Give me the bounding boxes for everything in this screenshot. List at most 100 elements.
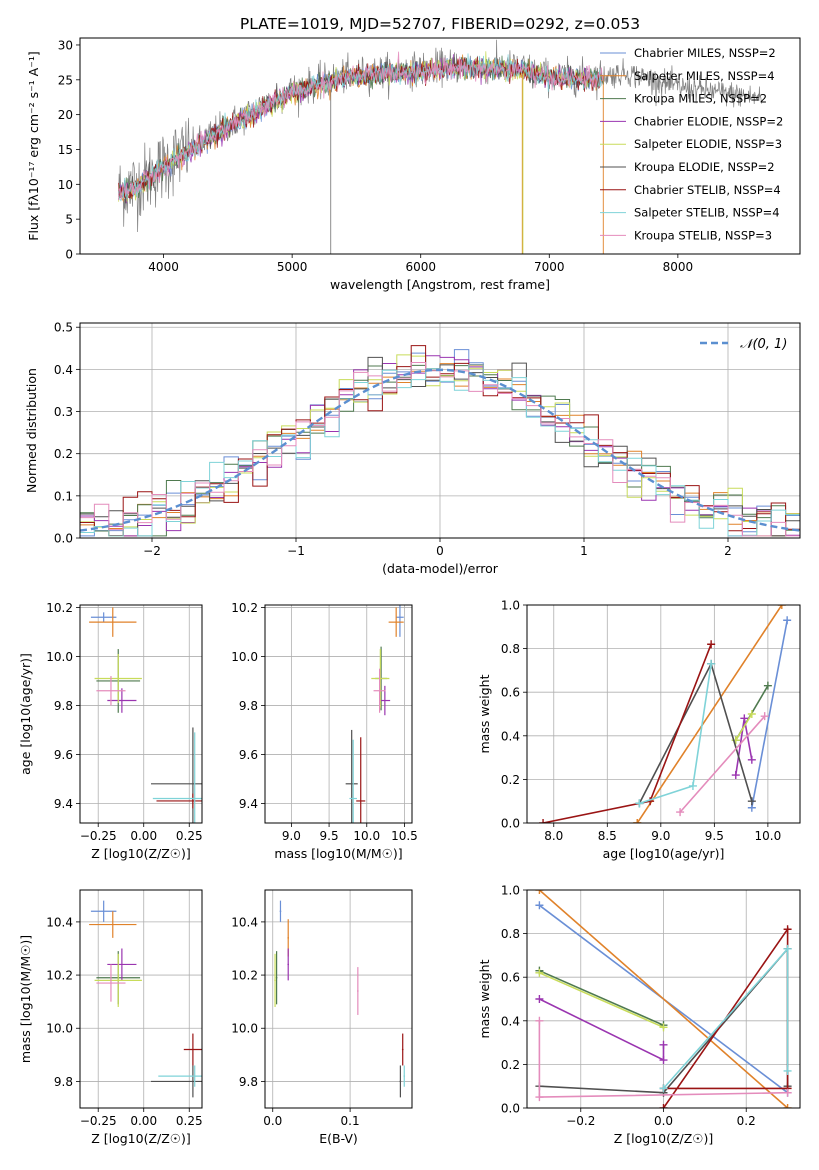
legend-entry: 𝒩(0, 1)	[740, 337, 787, 352]
errorbar-point-9	[96, 676, 126, 706]
weight-marker	[783, 1104, 792, 1108]
weight-marker	[659, 1056, 668, 1065]
y-tick-label: 9.8	[239, 699, 258, 713]
errorbar-point-4	[287, 948, 289, 981]
legend: Chabrier MILES, NSSP=2 Salpeter MILES, NS…	[600, 46, 783, 242]
axes-frame: −0.2 0.0 0.2 0.0 0.2 0.4 0.6 0.8 1.0 Z [log10(Z/Z…	[477, 884, 801, 1146]
x-tick-label: 5000	[277, 260, 308, 274]
y-tick-label: 0.0	[54, 532, 73, 546]
axes-border	[526, 604, 801, 824]
figure-title: PLATE=1019, MJD=52707, FIBERID=0292, z=0…	[240, 15, 640, 33]
legend-entry: Kroupa MILES, NSSP=2	[634, 92, 767, 106]
y-tick-label: 0.5	[54, 321, 73, 335]
x-tick-label: −0.2	[566, 1114, 595, 1128]
axes-frame: −0.25 0.00 0.25 9.8 10.0 10.2 10.4 Z [log10(Z/Z…	[18, 889, 203, 1146]
axes-frame: −2 −1 0 1 2 0.0 0.1 0.2 0.3 0.4 0.5 (data-model)/er…	[24, 321, 801, 576]
errorbar-point-1	[90, 900, 117, 922]
x-tick-label: 0	[436, 544, 444, 558]
weight-marker	[777, 605, 786, 609]
panel-spectrum: 4000 5000 6000 7000 8000 0 5 10 15 20 25 30 waveleng…	[26, 37, 801, 292]
weight-series-7	[542, 643, 712, 823]
legend-entry: Kroupa ELODIE, NSSP=2	[634, 160, 775, 174]
y-tick-label: 10	[58, 178, 73, 192]
weight-marker	[740, 714, 749, 723]
errorbar-point-2	[89, 607, 137, 637]
weight-marker	[688, 781, 697, 790]
legend-entry: Salpeter STELIB, NSSP=4	[634, 206, 780, 220]
axes-frame: 8.0 8.5 9.0 9.5 10.0 0.0 0.2 0.4 0.6 0.8 1.0 age [l…	[477, 599, 801, 861]
errorbar-point-3	[275, 951, 278, 1005]
weight-marker	[783, 616, 792, 625]
y-tick-label: 10.0	[46, 650, 73, 664]
x-tick-label: 9.0	[282, 829, 301, 843]
y-tick-label: 9.8	[239, 1075, 258, 1089]
weight-marker	[535, 995, 544, 1003]
y-tick-label: 0.8	[501, 927, 520, 941]
y-axis-label: Flux [fλ10⁻¹⁷ erg cm⁻² s⁻¹ A⁻¹]	[26, 51, 41, 240]
y-tick-label: 9.6	[239, 748, 258, 762]
x-tick-label: −2	[143, 544, 161, 558]
weight-series-5	[735, 713, 753, 741]
errorbar-point-9	[96, 964, 126, 1002]
legend-entry: Salpeter ELODIE, NSSP=3	[634, 137, 782, 151]
weight-series-8	[662, 946, 789, 1089]
axes-frame: 4000 5000 6000 7000 8000 0 5 10 15 20 25 30 waveleng…	[26, 37, 801, 292]
grid	[265, 605, 412, 823]
axes-border	[264, 604, 413, 824]
panel-age-vs-mass: 9.0 9.5 10.0 10.5 9.4 9.6 9.8 10.0 10.2 mass [log…	[231, 601, 418, 861]
y-tick-label: 0.4	[501, 729, 520, 743]
gaussian-curve	[80, 368, 800, 532]
y-tick-label: 9.8	[54, 699, 73, 713]
y-tick-label: 30	[58, 38, 73, 52]
x-tick-label: −0.25	[80, 1114, 117, 1128]
weight-series-3	[539, 969, 664, 1026]
x-tick-label: 9.5	[320, 829, 339, 843]
x-tick-label: 0.0	[654, 1114, 673, 1128]
y-tick-label: 10.2	[46, 601, 73, 615]
plot-area	[89, 607, 202, 823]
errorbar-point-5	[94, 653, 142, 703]
errorbar-point-5	[274, 953, 276, 1007]
weight-marker	[635, 799, 644, 808]
panel-mass-vs-Z: −0.25 0.00 0.25 9.8 10.0 10.2 10.4 Z [log10(Z/Z…	[18, 889, 203, 1146]
x-tick-label: 10.5	[391, 829, 418, 843]
y-tick-label: 0.2	[501, 773, 520, 787]
y-tick-label: 10.4	[231, 915, 258, 929]
y-tick-label: 10.0	[231, 650, 258, 664]
x-tick-label: 0.1	[341, 1114, 360, 1128]
weight-marker	[676, 808, 685, 817]
errorbar-point-8	[158, 1065, 202, 1087]
grid	[80, 890, 202, 1108]
x-tick-label: 7000	[534, 260, 565, 274]
weight-series-5	[539, 972, 664, 1029]
weight-marker	[731, 771, 740, 780]
grid	[80, 323, 800, 539]
weight-marker	[783, 1088, 792, 1097]
errorbar-point-9	[357, 967, 359, 1015]
y-tick-label: 1.0	[501, 884, 520, 898]
errorbar-point-1	[396, 605, 404, 637]
x-tick-label: −0.25	[80, 829, 117, 843]
y-tick-label: 10.4	[46, 915, 73, 929]
plot-area	[274, 900, 406, 1098]
y-tick-label: 0.6	[501, 686, 520, 700]
errorbar-point-4	[107, 688, 137, 713]
y-tick-label: 0.0	[501, 1102, 520, 1116]
y-tick-label: 0.2	[54, 447, 73, 461]
errorbar-point-8	[349, 739, 357, 823]
weight-marker	[783, 944, 792, 953]
y-tick-label: 25	[58, 73, 73, 87]
x-tick-label: 1	[580, 544, 588, 558]
x-tick-label: 0.0	[263, 1114, 282, 1128]
y-tick-label: 10.0	[231, 1022, 258, 1036]
x-tick-label: 8.0	[544, 829, 563, 843]
y-tick-label: 0.3	[54, 405, 73, 419]
y-tick-label: 0.4	[54, 363, 73, 377]
legend-entry: Chabrier ELODIE, NSSP=2	[634, 114, 783, 128]
x-tick-label: 10.0	[353, 829, 380, 843]
y-tick-label: 0.0	[501, 817, 520, 831]
grid	[265, 890, 412, 1108]
x-tick-label: 0.2	[737, 1114, 756, 1128]
x-tick-label: 6000	[405, 260, 436, 274]
